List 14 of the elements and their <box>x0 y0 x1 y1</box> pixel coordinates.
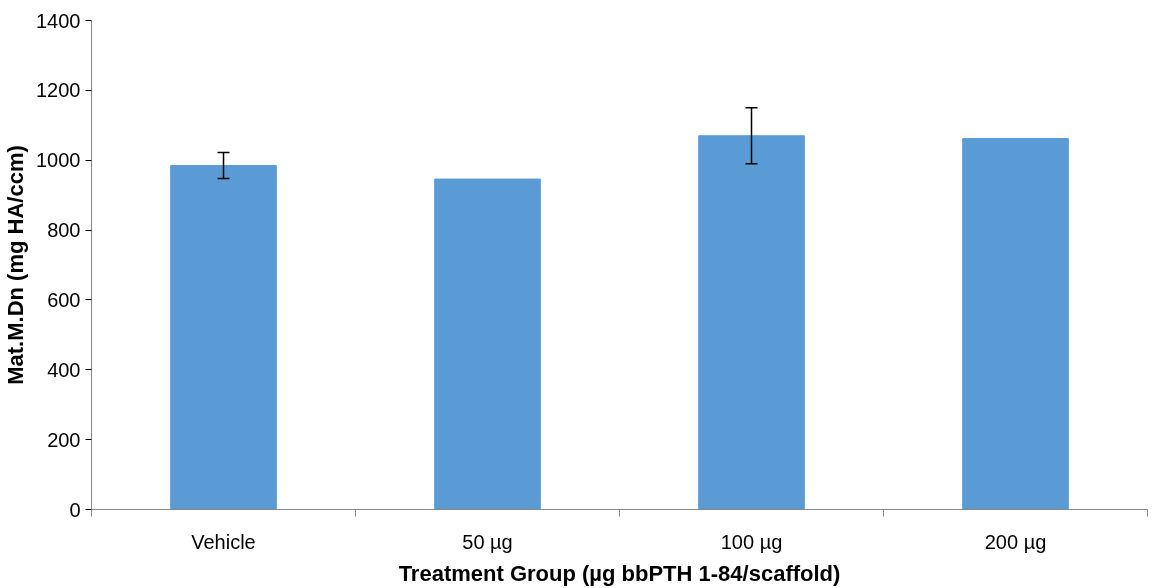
x-axis-title: Treatment Group (µg bbPTH 1-84/scaffold) <box>398 560 841 586</box>
x-tick-label: 100 µg <box>720 530 783 553</box>
y-tick-label: 0 <box>69 498 81 521</box>
x-tick-label: 200 µg <box>984 530 1047 553</box>
x-tick-label: 50 µg <box>462 530 513 553</box>
y-tick-label: 1200 <box>36 79 81 102</box>
y-tick-label: 1400 <box>36 9 81 32</box>
y-tick-label: 400 <box>47 358 81 381</box>
y-axis-title: Mat.M.Dn (mg HA/ccm) <box>3 145 29 385</box>
y-tick-label: 600 <box>47 288 81 311</box>
y-tick-label: 1000 <box>36 149 81 172</box>
x-tick-label: Vehicle <box>191 530 256 553</box>
y-tick-label: 800 <box>47 219 81 242</box>
y-tick-label: 200 <box>47 428 81 451</box>
